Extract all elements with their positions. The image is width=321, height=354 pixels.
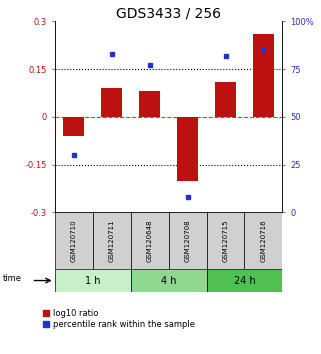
Bar [63, 117, 84, 136]
Text: GSM120710: GSM120710 [71, 219, 77, 262]
Bar [169, 212, 206, 269]
Bar [206, 269, 282, 292]
Bar [131, 269, 206, 292]
Title: GDS3433 / 256: GDS3433 / 256 [116, 6, 221, 20]
Text: GSM120708: GSM120708 [185, 219, 191, 262]
Bar [245, 212, 282, 269]
Bar [101, 88, 122, 117]
Text: 24 h: 24 h [234, 275, 256, 286]
Text: 4 h: 4 h [161, 275, 176, 286]
Bar [131, 212, 169, 269]
Bar [55, 212, 92, 269]
Bar [55, 269, 131, 292]
Bar [206, 212, 245, 269]
Text: time: time [3, 274, 22, 283]
Bar [253, 34, 274, 117]
Bar [215, 82, 236, 117]
Text: GSM120648: GSM120648 [146, 219, 152, 262]
Text: 1 h: 1 h [85, 275, 100, 286]
Legend: log10 ratio, percentile rank within the sample: log10 ratio, percentile rank within the … [43, 309, 195, 329]
Bar [177, 117, 198, 181]
Text: GSM120711: GSM120711 [108, 219, 115, 262]
Bar [139, 91, 160, 117]
Text: GSM120716: GSM120716 [260, 219, 266, 262]
Text: GSM120715: GSM120715 [222, 219, 229, 262]
Bar [92, 212, 131, 269]
